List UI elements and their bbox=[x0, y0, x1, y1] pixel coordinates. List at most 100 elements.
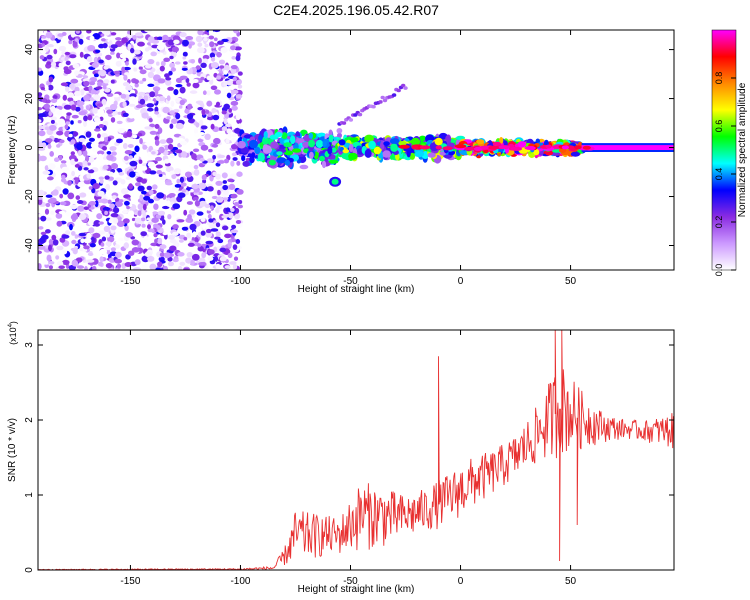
spectrogram-cell-0-1355 bbox=[216, 160, 225, 164]
spectrogram-cell-0-288 bbox=[128, 250, 135, 256]
spectrogram-cell-0-1214 bbox=[58, 265, 65, 270]
spectrogram-cell-0-1086 bbox=[111, 151, 117, 156]
spectrogram-feature-0-19 bbox=[380, 95, 385, 100]
spectrogram-cell-0-1051 bbox=[170, 67, 177, 72]
spectrogram-cell-1-225 bbox=[299, 164, 309, 170]
spectrogram-cell-0-1493 bbox=[157, 78, 166, 84]
spectrogram-cell-0-1107 bbox=[74, 178, 79, 185]
spectrogram-cell-0-1543 bbox=[46, 54, 53, 60]
spectrogram-cell-0-1619 bbox=[48, 239, 54, 245]
spectrogram-cell-0-1414 bbox=[208, 218, 214, 223]
spectrogram-cell-0-333 bbox=[205, 141, 211, 146]
spectrogram-cell-0-1220 bbox=[98, 59, 104, 64]
spectrogram-cell-0-639 bbox=[133, 154, 139, 161]
spectrogram-cell-0-391 bbox=[116, 52, 121, 59]
spectrogram-feature-0-24 bbox=[391, 93, 397, 97]
spectrogram-cell-0-1506 bbox=[83, 245, 90, 250]
spectrogram-cell-0-1323 bbox=[93, 117, 101, 123]
spectrogram-cell-2-410 bbox=[382, 150, 391, 158]
spectrogram-cell-0-1413 bbox=[235, 79, 242, 85]
spectrogram-cell-0-786 bbox=[230, 193, 238, 199]
snr-xlabel: Height of straight line (km) bbox=[298, 584, 415, 595]
spectrogram-cell-0-1685 bbox=[108, 219, 114, 224]
spectrogram-cell-0-1586 bbox=[56, 130, 64, 136]
colorbar-tick-label-0: 0.0 bbox=[714, 264, 724, 277]
spectrogram-cell-0-1295 bbox=[206, 100, 213, 107]
spectrogram-cell-0-1367 bbox=[104, 59, 109, 66]
spectrogram-cell-0-238 bbox=[163, 265, 168, 270]
spectrogram-cell-0-445 bbox=[165, 79, 172, 86]
spectrogram-cell-0-1282 bbox=[70, 214, 79, 221]
spectrogram-cell-0-275 bbox=[169, 62, 176, 68]
spectrogram-cell-0-971 bbox=[230, 45, 236, 51]
spectrogram-cell-0-1461 bbox=[72, 63, 80, 69]
spectrogram-cell-0-1525 bbox=[69, 54, 77, 59]
spectrogram-cell-0-1627 bbox=[72, 131, 78, 137]
snr-xtick-label-1: -100 bbox=[230, 576, 250, 587]
spectrogram-cell-0-1202 bbox=[38, 187, 46, 191]
spectrogram-cell-0-946 bbox=[144, 30, 153, 33]
spectrogram-cell-0-143 bbox=[179, 261, 186, 266]
spectrogram-cell-0-1048 bbox=[188, 209, 196, 215]
spectrogram-cell-0-1616 bbox=[97, 81, 102, 87]
spectrogram-cell-1-332 bbox=[257, 152, 265, 162]
snr-series-line bbox=[38, 330, 674, 570]
spectrogram-cell-0-1379 bbox=[194, 179, 199, 185]
spectrogram-cell-0-741 bbox=[222, 180, 227, 184]
spectrogram-cell-0-676 bbox=[116, 220, 125, 227]
spectrogram-cell-3-474 bbox=[570, 151, 581, 157]
spectrogram-cell-0-1538 bbox=[159, 252, 165, 258]
spectrogram-cell-0-1212 bbox=[186, 232, 192, 238]
spectrogram-cell-0-1730 bbox=[157, 210, 166, 216]
snr-multiplier: (x104) bbox=[8, 321, 18, 345]
spectrogram-cell-0-1626 bbox=[131, 247, 140, 253]
spectrogram-cell-0-1177 bbox=[92, 232, 101, 239]
spectrogram-cell-0-1764 bbox=[88, 201, 97, 206]
spectrogram-cell-0-1776 bbox=[120, 179, 126, 185]
spectrogram-cell-0-1171 bbox=[191, 153, 197, 160]
spectrogram-cell-0-1593 bbox=[105, 233, 110, 238]
spectrogram-cell-0-1683 bbox=[137, 41, 145, 47]
spectrogram-cell-1-387 bbox=[247, 153, 252, 158]
spectrogram-cell-0-1176 bbox=[91, 236, 95, 244]
spectrogram-cell-0-956 bbox=[77, 181, 85, 188]
spectrogram-cell-0-1600 bbox=[140, 231, 147, 237]
spectrogram-cell-0-1281 bbox=[211, 56, 216, 62]
spectrogram-xtick-label-3: 0 bbox=[458, 276, 464, 287]
spectrogram-cell-0-1749 bbox=[74, 158, 79, 162]
spectrogram-cell-0-999 bbox=[185, 77, 190, 83]
spectrogram-cell-0-1250 bbox=[144, 251, 153, 258]
snr-xtick-label-3: 0 bbox=[458, 576, 464, 587]
spectrogram-core-22 bbox=[473, 146, 483, 151]
spectrogram-cell-0-985 bbox=[115, 201, 123, 208]
spectrogram-core-32 bbox=[524, 146, 536, 150]
spectrogram-cell-2-485 bbox=[383, 141, 390, 147]
spectrogram-cell-0-258 bbox=[62, 259, 70, 265]
spectrogram-cell-0-1089 bbox=[83, 120, 87, 127]
spectrogram-cell-0-1119 bbox=[88, 186, 93, 190]
spectrogram-core-39 bbox=[574, 145, 582, 150]
spectrogram-cell-0-1533 bbox=[222, 197, 229, 201]
spectrogram-cell-0-1767 bbox=[238, 200, 243, 204]
spectrogram-cell-0-1021 bbox=[149, 91, 156, 98]
spectrogram-cell-1-200 bbox=[241, 155, 246, 162]
spectrogram-cell-2-492 bbox=[368, 140, 376, 150]
spectrogram-cell-3-329 bbox=[535, 138, 540, 144]
spectrogram-cell-0-1027 bbox=[189, 67, 193, 74]
spectrogram-cell-0-892 bbox=[200, 134, 205, 140]
spectrogram-cell-0-691 bbox=[161, 34, 169, 42]
spectrogram-cell-0-1721 bbox=[195, 35, 203, 43]
spectrogram-cell-0-1709 bbox=[132, 134, 138, 139]
spectrogram-cell-0-717 bbox=[99, 116, 104, 122]
spectrogram-cell-0-1348 bbox=[175, 149, 183, 154]
spectrogram-cell-0-1509 bbox=[100, 198, 109, 204]
spectrogram-cell-2-400 bbox=[410, 137, 421, 146]
spectrogram-cell-0-101 bbox=[62, 188, 69, 195]
spectrogram-cell-0-1677 bbox=[208, 35, 215, 40]
spectrogram-cell-1-356 bbox=[249, 139, 258, 149]
spectrogram-cell-0-75 bbox=[178, 105, 183, 109]
spectrogram-cell-0-1377 bbox=[113, 217, 119, 224]
spectrogram-cell-0-1422 bbox=[47, 163, 56, 170]
spectrogram-cell-0-754 bbox=[51, 116, 57, 121]
spectrogram-cell-0-1002 bbox=[139, 98, 146, 105]
